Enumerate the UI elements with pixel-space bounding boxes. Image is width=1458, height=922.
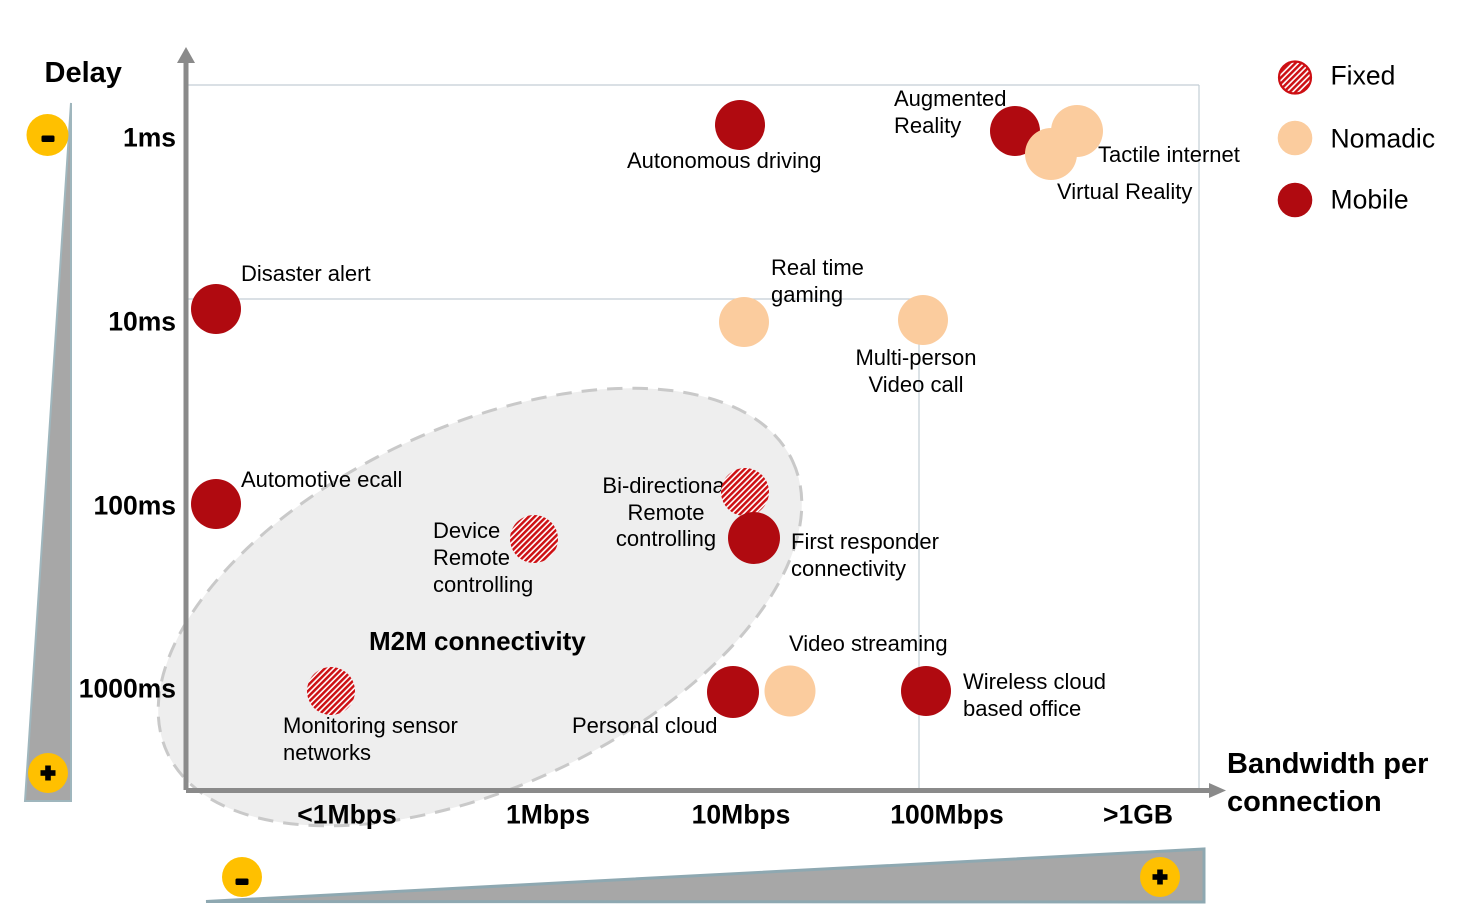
svg-text:Real time: Real time bbox=[771, 255, 864, 280]
svg-text:100Mbps: 100Mbps bbox=[890, 800, 1003, 830]
svg-text:Bandwidth per: Bandwidth per bbox=[1227, 748, 1428, 780]
svg-text:Remote: Remote bbox=[627, 500, 704, 525]
svg-text:M2M connectivity: M2M connectivity bbox=[369, 626, 586, 656]
svg-text:100ms: 100ms bbox=[93, 491, 176, 521]
svg-text:networks: networks bbox=[283, 740, 371, 765]
svg-text:Reality: Reality bbox=[894, 113, 961, 138]
svg-text:Nomadic: Nomadic bbox=[1331, 124, 1436, 154]
svg-text:1Mbps: 1Mbps bbox=[506, 800, 590, 830]
svg-text:Mobile: Mobile bbox=[1331, 185, 1409, 215]
svg-text:10Mbps: 10Mbps bbox=[692, 800, 791, 830]
svg-text:connectivity: connectivity bbox=[791, 556, 906, 581]
svg-text:1000ms: 1000ms bbox=[79, 674, 176, 704]
svg-text:gaming: gaming bbox=[771, 282, 843, 307]
svg-text:Virtual Reality: Virtual Reality bbox=[1057, 179, 1192, 204]
svg-text:Bi-directional: Bi-directional bbox=[602, 473, 729, 498]
svg-text:1ms: 1ms bbox=[123, 123, 176, 153]
svg-text:10ms: 10ms bbox=[108, 307, 176, 337]
svg-text:controlling: controlling bbox=[616, 526, 716, 551]
svg-text:Monitoring sensor: Monitoring sensor bbox=[283, 713, 458, 738]
svg-text:Automotive ecall: Automotive ecall bbox=[241, 467, 402, 492]
svg-text:Disaster alert: Disaster alert bbox=[241, 261, 371, 286]
svg-text:Remote: Remote bbox=[433, 545, 510, 570]
svg-text:Tactile internet: Tactile internet bbox=[1098, 142, 1240, 167]
svg-text:Video call: Video call bbox=[869, 372, 964, 397]
svg-text:Fixed: Fixed bbox=[1331, 61, 1396, 91]
svg-text:>1GB: >1GB bbox=[1103, 800, 1173, 830]
svg-text:First responder: First responder bbox=[791, 529, 939, 554]
svg-text:Delay: Delay bbox=[45, 57, 122, 89]
svg-text:Autonomous driving: Autonomous driving bbox=[627, 148, 821, 173]
svg-text:controlling: controlling bbox=[433, 572, 533, 597]
svg-text:Multi-person: Multi-person bbox=[855, 345, 976, 370]
svg-text:<1Mbps: <1Mbps bbox=[297, 800, 396, 830]
svg-text:based office: based office bbox=[963, 696, 1081, 721]
svg-text:Augmented: Augmented bbox=[894, 86, 1007, 111]
svg-text:connection: connection bbox=[1227, 786, 1382, 818]
svg-text:Personal cloud: Personal cloud bbox=[572, 713, 718, 738]
svg-text:Wireless cloud: Wireless cloud bbox=[963, 669, 1106, 694]
svg-text:Video streaming: Video streaming bbox=[789, 631, 948, 656]
svg-text:Device: Device bbox=[433, 518, 500, 543]
